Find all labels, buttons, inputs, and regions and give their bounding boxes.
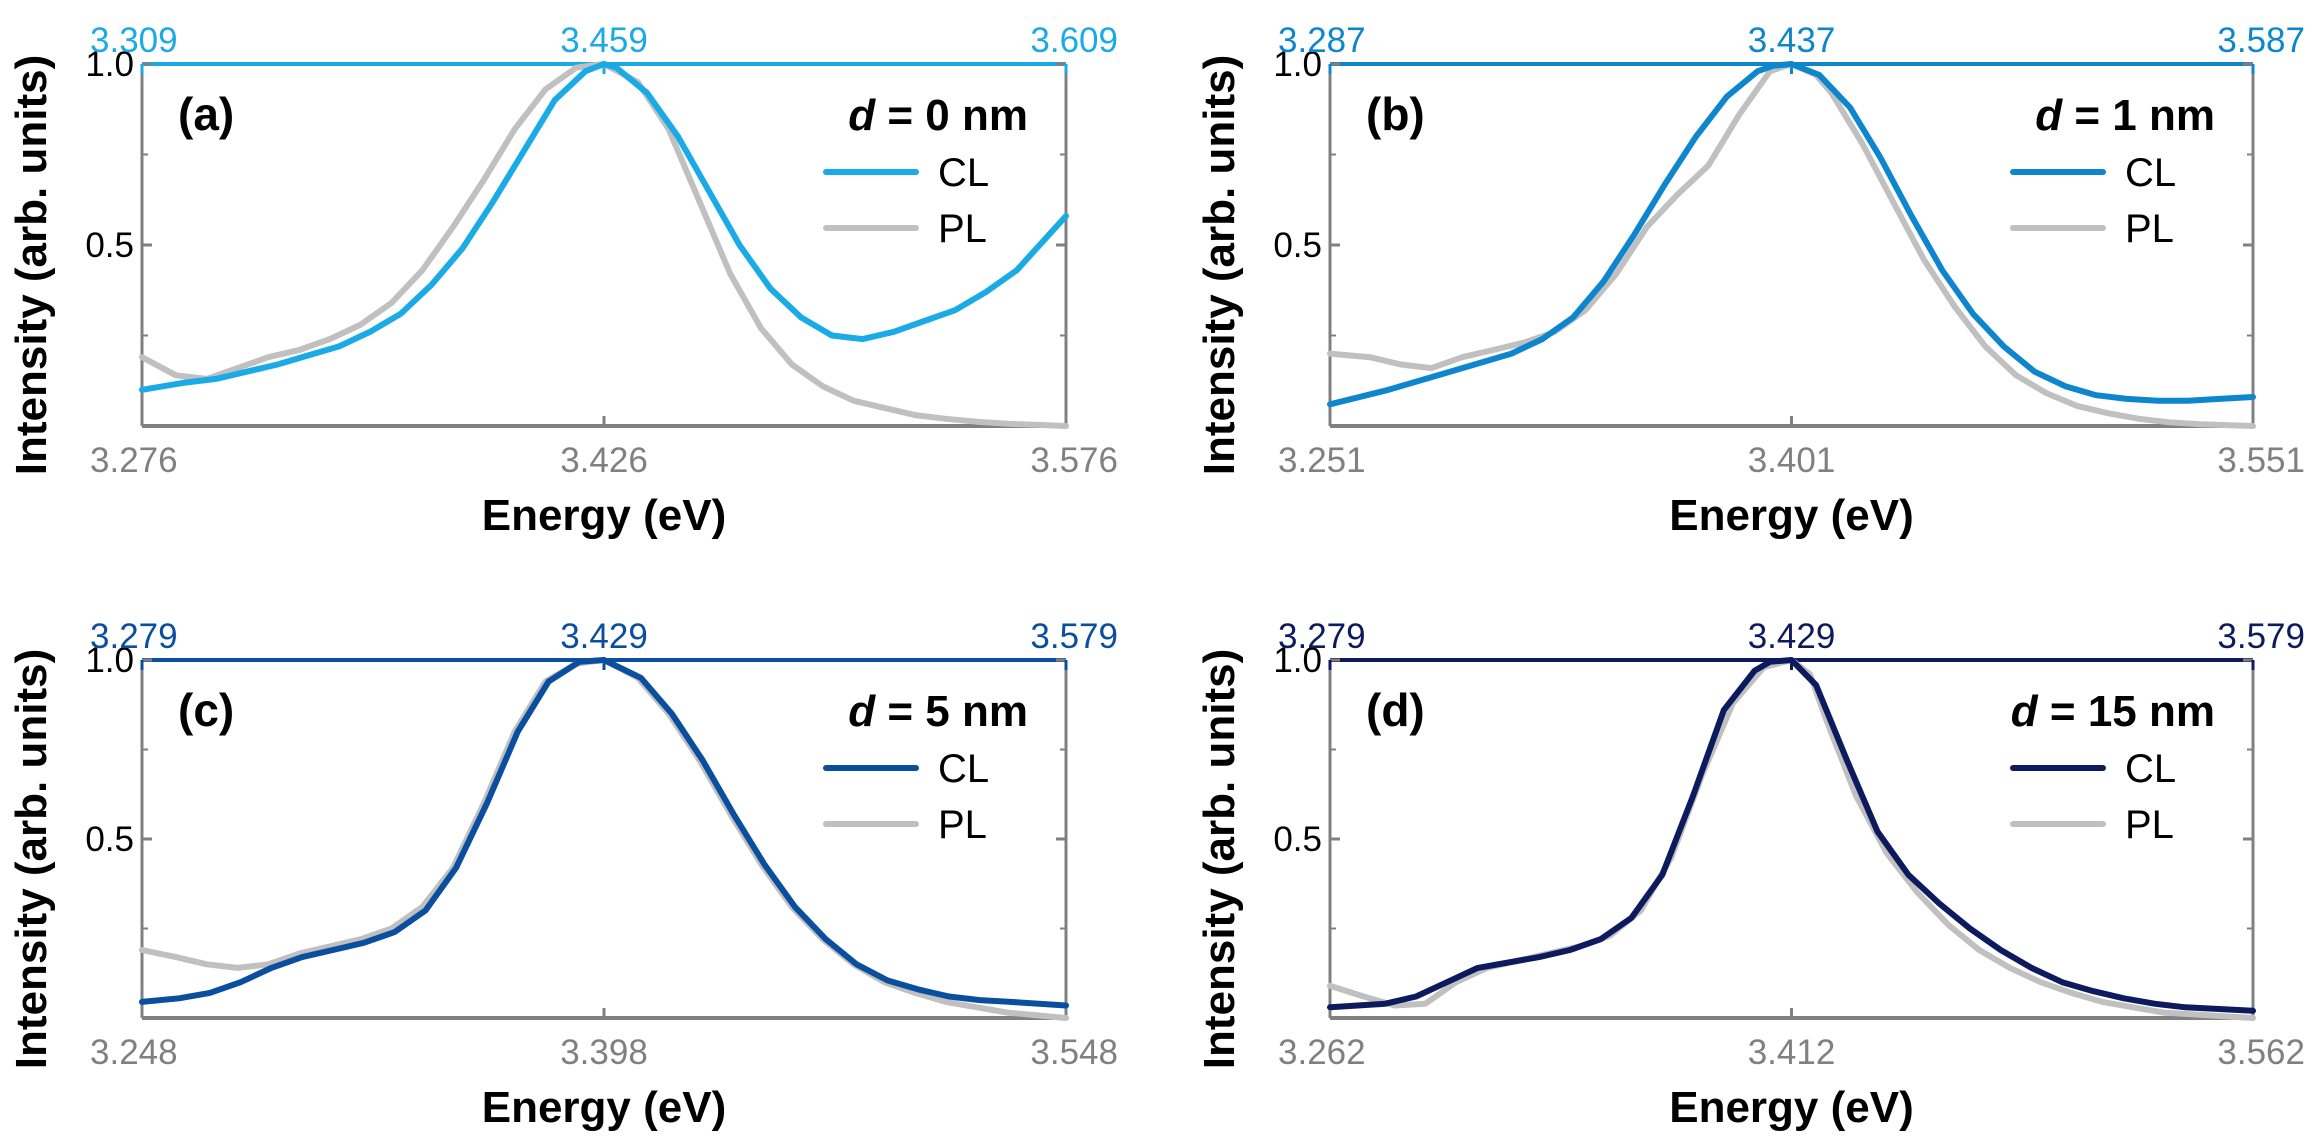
x-axis-title: Energy (eV) — [482, 491, 727, 540]
legend-title-var: d — [2011, 687, 2039, 736]
legend-title: d = 1 nm — [2035, 91, 2215, 140]
bottom-tick-label: 3.262 — [1278, 1033, 1366, 1072]
legend-label: CL — [2125, 747, 2176, 791]
legend-title-rest: = 5 nm — [875, 687, 1028, 736]
legend-label: PL — [938, 207, 987, 251]
y-tick-label: 1.0 — [1273, 45, 1322, 84]
bottom-tick-label: 3.251 — [1278, 441, 1366, 480]
legend-entry-pl: PL — [2010, 207, 2174, 251]
top-tick-label: 3.429 — [560, 617, 648, 656]
y-tick-label: 0.5 — [85, 820, 134, 859]
bottom-tick-label: 3.562 — [2217, 1033, 2305, 1072]
bottom-tick-label: 3.548 — [1030, 1033, 1118, 1072]
legend-title-var: d — [2035, 91, 2063, 140]
panel-4: 1.0 0.5 3.262 3.412 3.562 3.279 3.429 3.579 (d) d… — [1195, 617, 2305, 1132]
legend-title-var: d — [848, 91, 876, 140]
x-axis-title: Energy (eV) — [1669, 1083, 1914, 1132]
bottom-tick-label: 3.426 — [560, 441, 648, 480]
y-axis-title: Intensity (arb. units) — [7, 55, 56, 475]
legend-label: CL — [938, 151, 989, 195]
legend-entry-cl: CL — [2010, 747, 2176, 791]
legend-entry-cl: CL — [2010, 151, 2176, 195]
top-tick-label: 3.579 — [1030, 617, 1118, 656]
bottom-tick-label: 3.412 — [1748, 1033, 1836, 1072]
legend-title-rest: = 1 nm — [2062, 91, 2215, 140]
legend-entry-pl: PL — [2010, 803, 2174, 847]
bottom-tick-label: 3.398 — [560, 1033, 648, 1072]
y-tick-label: 1.0 — [1273, 641, 1322, 680]
y-axis-title: Intensity (arb. units) — [1195, 55, 1244, 475]
legend-entry-cl: CL — [823, 747, 989, 791]
panel-label: (c) — [178, 684, 234, 736]
y-tick-label: 1.0 — [85, 641, 134, 680]
legend-title-var: d — [848, 687, 876, 736]
legend-title-rest: = 0 nm — [875, 91, 1028, 140]
top-tick-label: 3.587 — [2217, 21, 2305, 60]
panel-2: 1.0 0.5 3.251 3.401 3.551 3.287 3.437 3.587 (b) d… — [1195, 21, 2305, 540]
series-line-cl — [139, 61, 1069, 393]
top-tick-label: 3.429 — [1748, 617, 1836, 656]
legend-entry-pl: PL — [823, 803, 987, 847]
top-tick-label: 3.579 — [2217, 617, 2305, 656]
top-tick-label: 3.279 — [90, 617, 178, 656]
legend-entry-pl: PL — [823, 207, 987, 251]
legend-entry-cl: CL — [823, 151, 989, 195]
legend-title-rest: = 15 nm — [2038, 687, 2215, 736]
y-axis-title: Intensity (arb. units) — [7, 649, 56, 1069]
top-tick-label: 3.459 — [560, 21, 648, 60]
y-tick-label: 1.0 — [85, 45, 134, 84]
panel-1: 1.0 0.5 3.276 3.426 3.576 3.309 3.459 3.609 (a) d… — [7, 21, 1118, 540]
bottom-tick-label: 3.248 — [90, 1033, 178, 1072]
y-tick-label: 0.5 — [85, 226, 134, 265]
top-tick-label: 3.287 — [1278, 21, 1366, 60]
top-tick-label: 3.437 — [1748, 21, 1836, 60]
y-axis-title: Intensity (arb. units) — [1195, 649, 1244, 1069]
x-axis-title: Energy (eV) — [1669, 491, 1914, 540]
panel-3: 1.0 0.5 3.248 3.398 3.548 3.279 3.429 3.579 (c) d… — [7, 617, 1118, 1132]
legend-title: d = 5 nm — [848, 687, 1028, 736]
bottom-tick-label: 3.576 — [1030, 441, 1118, 480]
series-line-cl — [1327, 657, 2256, 1014]
series-line-cl — [139, 657, 1069, 1009]
series-line-cl — [1327, 61, 2256, 408]
top-tick-label: 3.279 — [1278, 617, 1366, 656]
panel-label: (a) — [178, 88, 234, 140]
bottom-tick-label: 3.551 — [2217, 441, 2305, 480]
legend-label: CL — [938, 747, 989, 791]
legend-label: CL — [2125, 151, 2176, 195]
y-tick-label: 0.5 — [1273, 820, 1322, 859]
bottom-tick-label: 3.401 — [1748, 441, 1836, 480]
legend-label: PL — [2125, 803, 2174, 847]
bottom-tick-label: 3.276 — [90, 441, 178, 480]
top-tick-label: 3.609 — [1030, 21, 1118, 60]
y-tick-label: 0.5 — [1273, 226, 1322, 265]
panel-label: (d) — [1366, 684, 1425, 736]
legend-title: d = 15 nm — [2011, 687, 2215, 736]
top-tick-label: 3.309 — [90, 21, 178, 60]
legend-label: PL — [2125, 207, 2174, 251]
legend-title: d = 0 nm — [848, 91, 1028, 140]
x-axis-title: Energy (eV) — [482, 1083, 727, 1132]
panel-label: (b) — [1366, 88, 1425, 140]
legend-label: PL — [938, 803, 987, 847]
